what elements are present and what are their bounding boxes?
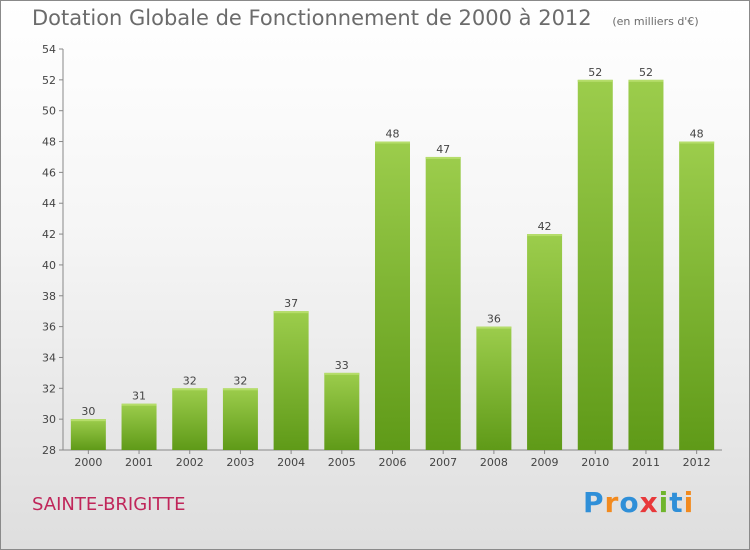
logo-letter-6: i: [683, 486, 695, 519]
bar-2002: [172, 388, 208, 450]
bar-2011: [628, 79, 664, 450]
y-tick-label: 44: [42, 197, 56, 210]
y-tick-label: 54: [42, 43, 56, 56]
y-tick-label: 36: [42, 321, 56, 334]
bar-top-highlight: [222, 388, 258, 391]
bar-2007: [425, 156, 461, 450]
bar-top-highlight: [476, 326, 512, 329]
chart-subtitle: (en milliers d'€): [612, 15, 699, 28]
bar-value-label: 52: [639, 66, 653, 79]
logo-letter-1: r: [604, 486, 620, 519]
bar-top-highlight: [121, 403, 157, 406]
bar-2005: [324, 372, 360, 450]
bar-2001: [121, 403, 157, 450]
x-tick-label: 2010: [581, 456, 609, 469]
commune-name: SAINTE-BRIGITTE: [32, 494, 186, 515]
logo-letter-2: o: [619, 486, 640, 519]
bar-top-highlight: [679, 141, 715, 144]
bar-top-highlight: [375, 141, 410, 144]
x-tick-label: 2007: [429, 456, 457, 469]
bar-value-label: 32: [183, 374, 197, 387]
bar-top-highlight: [172, 388, 208, 391]
y-tick-label: 52: [42, 74, 56, 87]
bar-top-highlight: [273, 311, 309, 314]
x-tick-label: 2002: [176, 456, 204, 469]
logo-letter-4: i: [658, 486, 670, 519]
bar-value-label: 30: [81, 405, 95, 418]
logo-letter-0: P: [583, 486, 605, 519]
x-tick-label: 2011: [632, 456, 660, 469]
bar-2009: [527, 234, 563, 450]
bar-value-label: 48: [690, 128, 704, 141]
y-tick-label: 50: [42, 105, 56, 118]
x-tick-label: 2008: [480, 456, 508, 469]
bar-value-label: 42: [538, 220, 552, 233]
bar-top-highlight: [577, 79, 613, 82]
proxiti-logo[interactable]: Proxiti: [583, 486, 694, 519]
y-tick-label: 48: [42, 136, 56, 149]
bar-value-label: 52: [588, 66, 602, 79]
bar-value-label: 37: [284, 297, 298, 310]
bar-top-highlight: [324, 372, 360, 375]
bar-value-label: 31: [132, 390, 146, 403]
chart-title-row: Dotation Globale de Fonctionnement de 20…: [32, 6, 699, 30]
y-tick-label: 38: [42, 290, 56, 303]
y-tick-label: 40: [42, 259, 56, 272]
bar-value-label: 36: [487, 313, 501, 326]
y-tick-label: 30: [42, 413, 56, 426]
bar-2008: [476, 326, 512, 450]
y-tick-label: 46: [42, 166, 56, 179]
bar-2012: [679, 141, 715, 451]
bar-2004: [273, 311, 309, 450]
bar-value-label: 48: [386, 128, 400, 141]
x-tick-label: 2000: [74, 456, 102, 469]
bar-2006: [375, 141, 410, 451]
bar-value-label: 33: [335, 359, 349, 372]
x-tick-label: 2001: [125, 456, 153, 469]
x-tick-label: 2009: [531, 456, 559, 469]
bar-2010: [577, 79, 613, 450]
bar-2003: [222, 388, 258, 450]
bar-2000: [70, 419, 106, 450]
x-tick-label: 2005: [328, 456, 356, 469]
x-tick-label: 2006: [379, 456, 407, 469]
logo-letter-5: t: [669, 486, 684, 519]
bar-value-label: 32: [233, 374, 247, 387]
logo-letter-3: x: [639, 486, 659, 519]
bar-top-highlight: [70, 419, 106, 422]
bar-top-highlight: [425, 156, 461, 159]
x-tick-label: 2003: [226, 456, 254, 469]
bar-value-label: 47: [436, 143, 450, 156]
bar-top-highlight: [628, 79, 664, 82]
bar-top-highlight: [527, 234, 563, 237]
x-tick-label: 2004: [277, 456, 305, 469]
y-tick-label: 28: [42, 444, 56, 457]
y-tick-label: 32: [42, 382, 56, 395]
chart-title: Dotation Globale de Fonctionnement de 20…: [32, 6, 592, 30]
y-tick-label: 34: [42, 351, 56, 364]
y-tick-label: 42: [42, 228, 56, 241]
x-tick-label: 2012: [683, 456, 711, 469]
